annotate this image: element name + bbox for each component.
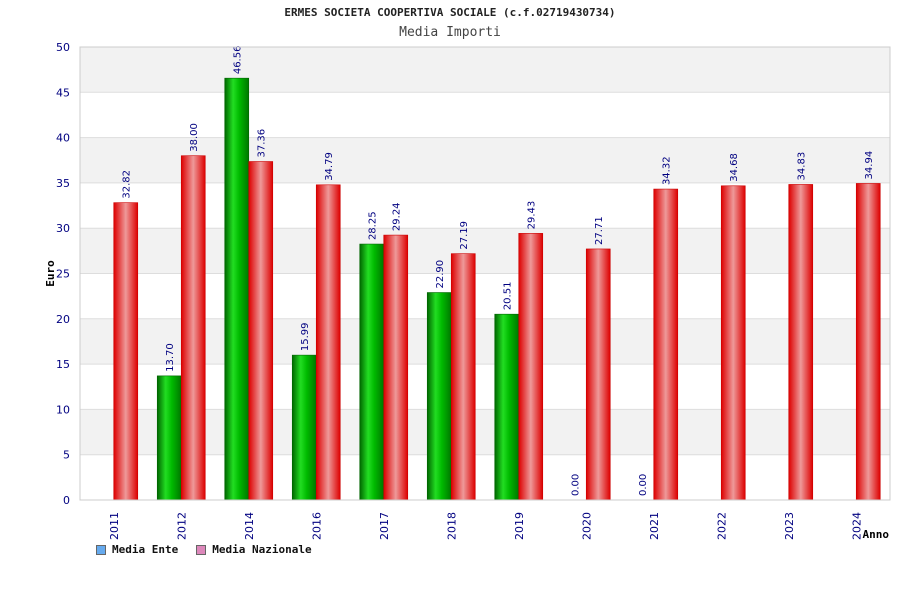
y-tick-label: 20 bbox=[56, 313, 70, 326]
y-tick-label: 5 bbox=[63, 449, 70, 462]
bar-media-ente bbox=[291, 354, 317, 501]
bar-media-ente bbox=[494, 313, 520, 501]
y-tick-label: 0 bbox=[63, 494, 70, 507]
chart-subtitle: Media Importi bbox=[399, 25, 501, 40]
data-label: 38.00 bbox=[189, 123, 200, 152]
chart-legend: Media Ente Media Nazionale bbox=[96, 543, 312, 556]
data-label: 27.71 bbox=[594, 216, 605, 245]
y-tick-label: 45 bbox=[56, 86, 70, 99]
bar-media-ente bbox=[426, 292, 452, 501]
data-label: 34.94 bbox=[864, 151, 875, 180]
data-label: 27.19 bbox=[459, 221, 470, 250]
y-tick-label: 25 bbox=[56, 268, 70, 281]
legend-label-media-ente: Media Ente bbox=[112, 543, 179, 556]
y-tick-label: 50 bbox=[56, 41, 70, 54]
y-tick-label: 30 bbox=[56, 222, 70, 235]
plot-frame bbox=[79, 46, 891, 501]
bar-media-nazionale bbox=[788, 184, 814, 501]
plot-band bbox=[80, 182, 890, 229]
bar-media-nazionale bbox=[180, 155, 206, 501]
data-label: 29.24 bbox=[392, 202, 403, 231]
chart-title: ERMES SOCIETA COOPERTIVA SOCIALE (c.f.02… bbox=[284, 6, 616, 19]
bar-media-nazionale bbox=[315, 184, 341, 501]
bar-media-ente bbox=[224, 77, 250, 501]
data-label: 22.90 bbox=[435, 260, 446, 289]
data-label: 0.00 bbox=[638, 474, 649, 496]
legend-label-media-nazionale: Media Nazionale bbox=[212, 543, 312, 556]
bar-media-nazionale bbox=[720, 185, 746, 501]
x-tick-label: 2023 bbox=[783, 512, 796, 540]
plot-band bbox=[80, 137, 890, 183]
data-label: 28.25 bbox=[368, 211, 379, 240]
x-tick-label: 2014 bbox=[243, 512, 256, 540]
data-label: 20.51 bbox=[503, 282, 514, 311]
data-label: 29.43 bbox=[527, 201, 538, 230]
data-label: 37.36 bbox=[257, 129, 268, 158]
x-tick-label: 2022 bbox=[715, 512, 728, 540]
plot-band bbox=[80, 228, 890, 274]
bar-media-nazionale bbox=[855, 183, 881, 501]
legend-swatch-media-nazionale bbox=[196, 544, 207, 555]
data-label: 13.70 bbox=[165, 343, 176, 372]
plot-band bbox=[80, 92, 890, 138]
x-tick-label: 2011 bbox=[108, 512, 121, 540]
legend-item-media-ente: Media Ente bbox=[96, 543, 178, 556]
y-tick-label: 10 bbox=[56, 403, 70, 416]
y-axis-label: Euro bbox=[44, 260, 57, 287]
data-label: 34.32 bbox=[662, 156, 673, 185]
bar-media-nazionale bbox=[585, 248, 611, 501]
x-tick-label: 2019 bbox=[513, 512, 526, 540]
bar-media-nazionale bbox=[383, 234, 409, 501]
legend-item-media-nazionale: Media Nazionale bbox=[196, 543, 312, 556]
legend-swatch-media-ente bbox=[96, 544, 106, 555]
bar-media-nazionale bbox=[113, 202, 139, 501]
x-tick-label: 2020 bbox=[580, 512, 593, 540]
data-label: 32.82 bbox=[122, 170, 133, 199]
bar-media-nazionale bbox=[518, 233, 544, 501]
bar-media-nazionale bbox=[450, 253, 476, 501]
data-label: 15.99 bbox=[300, 322, 311, 351]
data-label: 34.83 bbox=[797, 152, 808, 181]
plot-band bbox=[80, 318, 890, 365]
plot-band bbox=[80, 273, 890, 319]
bar-media-nazionale bbox=[248, 161, 274, 501]
x-tick-label: 2012 bbox=[175, 512, 188, 540]
plot-band bbox=[80, 409, 890, 455]
y-tick-label: 35 bbox=[56, 177, 70, 190]
x-tick-label: 2017 bbox=[378, 512, 391, 540]
x-tick-label: 2021 bbox=[648, 512, 661, 540]
plot-band bbox=[80, 364, 890, 410]
plot-band bbox=[80, 454, 890, 500]
y-tick-label: 40 bbox=[56, 132, 70, 145]
plot-band bbox=[80, 47, 890, 93]
y-tick-label: 15 bbox=[56, 358, 70, 371]
bar-media-ente bbox=[156, 375, 182, 501]
bar-media-ente bbox=[359, 243, 385, 501]
x-axis-label: Anno bbox=[863, 528, 890, 541]
data-label: 34.79 bbox=[324, 152, 335, 181]
x-tick-label: 2018 bbox=[445, 512, 458, 540]
bar-media-nazionale bbox=[653, 188, 679, 501]
data-label: 0.00 bbox=[570, 474, 581, 496]
x-tick-label: 2024 bbox=[850, 512, 863, 540]
x-tick-label: 2016 bbox=[310, 512, 323, 540]
data-label: 34.68 bbox=[729, 153, 740, 182]
data-label: 46.56 bbox=[233, 46, 244, 75]
